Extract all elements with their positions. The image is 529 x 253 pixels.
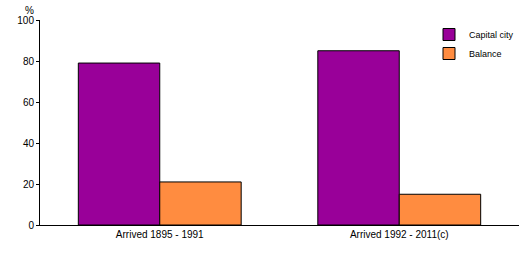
svg-text:100: 100: [17, 15, 34, 26]
svg-text:60: 60: [23, 97, 35, 108]
svg-text:Capital city: Capital city: [469, 30, 514, 40]
svg-text:0: 0: [28, 220, 34, 231]
svg-text:20: 20: [23, 179, 35, 190]
svg-text:Arrived 1992 - 2011(c): Arrived 1992 - 2011(c): [350, 229, 449, 240]
svg-text:80: 80: [23, 56, 35, 67]
svg-text:%: %: [25, 5, 34, 16]
svg-text:Balance: Balance: [469, 49, 502, 59]
svg-text:40: 40: [23, 138, 35, 149]
svg-text:Arrived 1895 - 1991: Arrived 1895 - 1991: [116, 229, 204, 240]
